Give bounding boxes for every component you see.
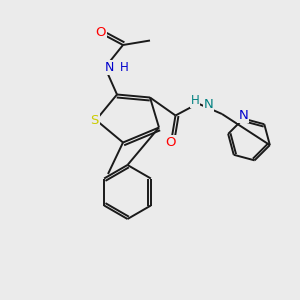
Text: O: O [166, 136, 176, 149]
Text: O: O [95, 26, 106, 40]
Text: S: S [90, 113, 99, 127]
Text: N: N [204, 98, 213, 112]
Text: N: N [105, 61, 114, 74]
Text: N: N [238, 109, 248, 122]
Text: H: H [190, 94, 200, 107]
Text: H: H [120, 61, 129, 74]
